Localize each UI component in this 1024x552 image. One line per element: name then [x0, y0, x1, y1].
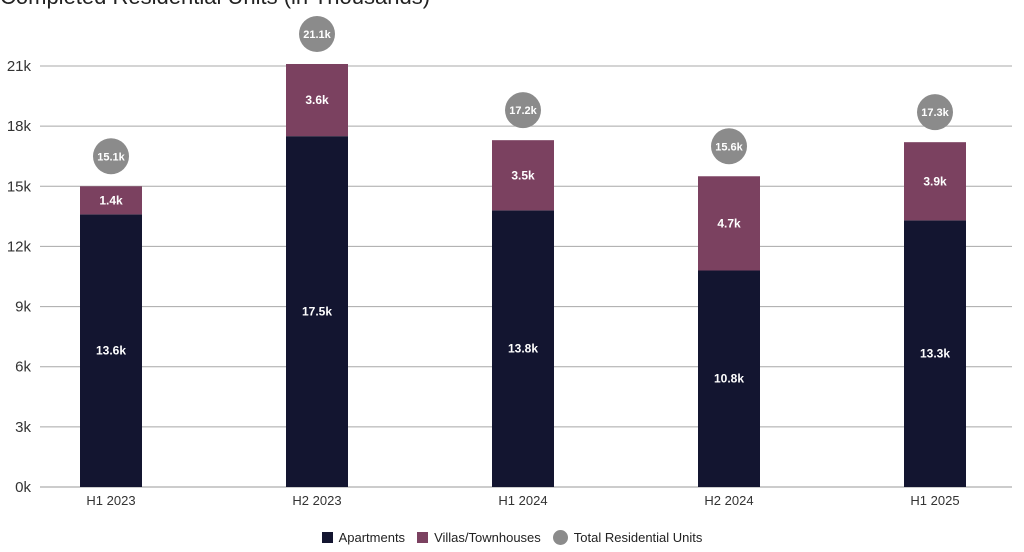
- legend-label-total: Total Residential Units: [573, 530, 703, 545]
- total-marker: [93, 138, 129, 175]
- x-tick-label: H1 2024: [498, 493, 547, 508]
- data-label: 13.6k: [96, 344, 126, 358]
- x-tick-label: H2 2023: [292, 493, 341, 508]
- x-tick-label: H1 2025: [910, 493, 959, 508]
- chart-title: Completed Residential Units (in Thousand…: [0, 0, 430, 10]
- data-label: 13.8k: [508, 342, 538, 356]
- data-label: 3.5k: [511, 168, 535, 182]
- y-tick-label: 9k: [15, 299, 31, 316]
- total-marker: [299, 15, 335, 52]
- y-tick-label: 12k: [7, 238, 32, 255]
- legend-label-villas: Villas/Townhouses: [434, 530, 541, 545]
- total-label: 15.6k: [715, 141, 743, 153]
- y-tick-label: 18k: [7, 118, 32, 135]
- bar-villas: [904, 142, 966, 221]
- x-tick-label: H2 2024: [704, 493, 753, 508]
- total-label: 17.3k: [921, 107, 949, 119]
- legend-item-apartments: Apartments: [321, 530, 406, 545]
- legend-swatch-villas: [417, 532, 429, 543]
- total-marker: [711, 128, 747, 165]
- bar-apartments: [698, 270, 760, 487]
- legend-item-total: Total Residential Units: [552, 530, 703, 545]
- total-marker: [505, 92, 541, 129]
- bar-villas: [286, 63, 348, 137]
- y-tick-label: 21k: [7, 58, 32, 75]
- legend-swatch-total: [552, 530, 568, 545]
- data-label: 17.5k: [302, 305, 332, 319]
- total-label: 17.2k: [509, 105, 537, 117]
- bar-villas: [492, 140, 554, 211]
- y-tick-label: 3k: [15, 419, 31, 436]
- data-label: 4.7k: [717, 216, 741, 230]
- data-label: 3.6k: [305, 93, 329, 107]
- legend: Apartments Villas/Townhouses Total Resid…: [0, 530, 1024, 545]
- data-label: 13.3k: [920, 347, 950, 361]
- bar-apartments: [492, 210, 554, 488]
- data-label: 1.4k: [99, 193, 123, 207]
- legend-item-villas: Villas/Townhouses: [417, 530, 541, 545]
- total-label: 21.1k: [303, 29, 331, 41]
- total-label: 15.1k: [97, 151, 125, 163]
- legend-label-apartments: Apartments: [338, 530, 406, 545]
- y-tick-label: 0k: [15, 479, 31, 496]
- bar-apartments: [80, 214, 142, 487]
- bar-villas: [698, 176, 760, 271]
- y-tick-label: 15k: [7, 178, 32, 195]
- data-label: 10.8k: [714, 372, 744, 386]
- bar-villas: [80, 186, 142, 215]
- y-tick-label: 6k: [15, 359, 31, 376]
- x-tick-label: H1 2023: [86, 493, 135, 508]
- total-marker: [917, 94, 953, 131]
- bar-apartments: [904, 220, 966, 487]
- bar-apartments: [286, 136, 348, 487]
- legend-swatch-apartments: [321, 532, 333, 543]
- data-label: 3.9k: [923, 174, 947, 188]
